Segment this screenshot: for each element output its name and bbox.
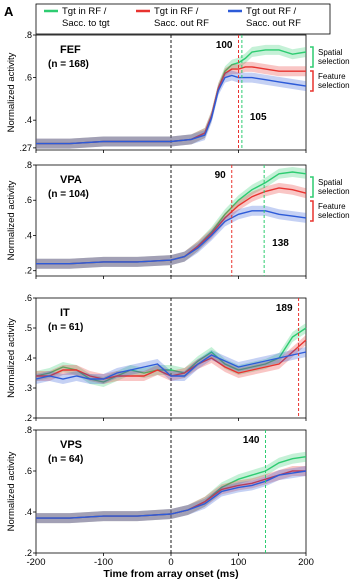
spatial-bracket (310, 46, 314, 68)
latency-label: 140 (243, 435, 260, 446)
series-line-0 (35, 327, 307, 383)
series-band-2 (36, 347, 306, 384)
y-tick-label: .3 (24, 383, 32, 393)
x-tick-label: -100 (94, 557, 113, 568)
legend-label-2-line2: Sacc. out RF (246, 18, 301, 29)
x-tick-label: 100 (231, 557, 247, 568)
area-label: FEF (60, 44, 81, 56)
y-tick-label: .4 (24, 507, 32, 517)
feature-bracket (310, 70, 314, 92)
spatial-label-line2: selection (318, 187, 350, 196)
series-band-2 (36, 205, 306, 269)
legend-label-2-line1: Tgt out RF / (246, 6, 297, 17)
feature-label-line2: selection (318, 81, 350, 90)
n-label: (n = 64) (48, 454, 83, 465)
y-tick-label: .6 (24, 73, 32, 83)
panel-vps: .8 .6 .4 .2 Normalized activity 140 VPS (n = 64… (6, 425, 307, 558)
feature-label-line1: Feature (318, 202, 346, 211)
panel-vpa: .8 .6 .4 .2 Normalized activity 90 138 VPA (n = … (6, 160, 350, 279)
spatial-label-line2: selection (318, 57, 350, 66)
feature-label-line1: Feature (318, 72, 346, 81)
y-tick-label: .2 (24, 548, 32, 558)
x-tick-label: 0 (168, 557, 173, 568)
y-tick-label: .8 (24, 160, 32, 170)
y-tick-label: .4 (24, 115, 32, 125)
y-tick-label: .27 (19, 143, 32, 153)
n-label: (n = 104) (48, 189, 89, 200)
legend-label-1-line1: Tgt in RF / (154, 6, 199, 17)
series-line-2 (36, 210, 307, 265)
n-label: (n = 168) (48, 59, 89, 70)
series-line-2 (36, 470, 307, 519)
feature-label-line2: selection (318, 211, 350, 220)
series-band-0 (36, 451, 306, 524)
latency-label: 90 (215, 170, 227, 181)
latency-label: 100 (216, 40, 233, 51)
y-tick-label: .2 (24, 413, 32, 423)
panel-letter: A (4, 4, 14, 19)
spatial-label-line1: Spatial (318, 178, 343, 187)
latency-label: 138 (272, 238, 289, 249)
legend-item-2: Tgt out RF / Sacc. out RF (228, 6, 301, 29)
panel-fef: .8 .6 .4 .27 Normalized activity 100 105 FEF (n … (6, 30, 350, 153)
latency-label: 189 (276, 303, 293, 314)
y-tick-label: .8 (24, 425, 32, 435)
series-band-2 (36, 466, 306, 524)
y-tick-label: .5 (24, 323, 32, 333)
x-tick-label: 200 (298, 557, 314, 568)
area-label: VPA (60, 174, 82, 186)
y-axis-label: Normalized activity (6, 52, 17, 132)
series-band-1 (36, 182, 306, 269)
x-tick-labels: -200 -100 0 100 200 (26, 557, 313, 568)
spatial-label-line1: Spatial (318, 48, 343, 57)
series-band-0 (36, 323, 306, 387)
x-tick-label: -200 (26, 557, 45, 568)
series-line-2 (36, 74, 307, 145)
legend-label-1-line2: Sacc. out RF (154, 18, 209, 29)
series-line-2 (35, 351, 307, 380)
y-axis-label: Normalized activity (6, 180, 17, 260)
x-axis-label: Time from array onset (ms) (103, 568, 238, 580)
latency-label: 105 (250, 112, 267, 123)
y-axis-label: Normalized activity (6, 451, 17, 531)
series-band-0 (36, 167, 306, 269)
y-tick-label: .8 (24, 30, 32, 40)
series-band-1 (36, 335, 306, 384)
series-band-1 (36, 466, 306, 524)
y-tick-label: .2 (24, 266, 32, 276)
spatial-bracket (310, 176, 314, 198)
y-tick-label: .4 (24, 353, 32, 363)
legend-label-0-line2: Sacc. to tgt (62, 18, 110, 29)
y-tick-label: .6 (24, 466, 32, 476)
panels: .8 .6 .4 .27 Normalized activity 100 105 FEF (n … (6, 30, 350, 558)
y-tick-label: .6 (24, 195, 32, 205)
n-label: (n = 61) (48, 322, 83, 333)
area-label: IT (60, 307, 70, 319)
legend-label-0-line1: Tgt in RF / (62, 6, 107, 17)
y-tick-label: .6 (24, 293, 32, 303)
panel-it: .6 .5 .4 .3 .2 Normalized activity 189 IT (n = 6… (6, 293, 307, 423)
y-axis-label: Normalized activity (6, 318, 17, 398)
legend-box (35, 3, 331, 35)
legend-item-1: Tgt in RF / Sacc. out RF (136, 6, 209, 29)
y-tick-label: .4 (24, 230, 32, 240)
legend-item-0: Tgt in RF / Sacc. to tgt (44, 6, 110, 29)
area-label: VPS (60, 439, 82, 451)
series-band-2 (36, 70, 306, 149)
feature-bracket (310, 200, 314, 222)
